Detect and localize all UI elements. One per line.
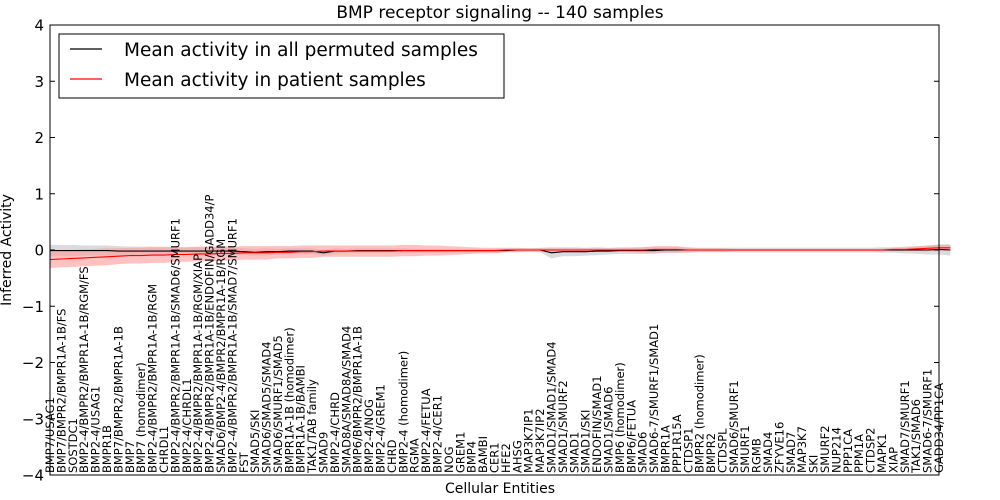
legend-label-patient: Mean activity in patient samples bbox=[124, 70, 426, 91]
x-tick-label: BMP2-4/CER1 bbox=[431, 395, 445, 473]
y-tick-label: 4 bbox=[34, 17, 44, 35]
x-tick-label: SMAD6-7/SMURF1 bbox=[921, 369, 935, 473]
x-tick-label: MAP3K7IP1 bbox=[522, 408, 536, 473]
y-tick-label: −1 bbox=[22, 298, 44, 316]
x-tick-label: BMP2-4 (homodimer) bbox=[396, 351, 410, 473]
x-tick-label: SMAD6/SMURF1 bbox=[727, 380, 741, 473]
x-tick-label: BMP2-4/GREM1 bbox=[374, 384, 388, 473]
x-axis-label: Cellular Entities bbox=[445, 481, 555, 497]
x-tick-label: BMP6/FETUA bbox=[624, 400, 638, 473]
x-tick-label: SMAD5/SKI bbox=[248, 410, 262, 473]
x-tick-label: BMP2-4/NOG bbox=[362, 399, 376, 473]
x-tick-label: CHRDL1 bbox=[157, 426, 171, 473]
x-tick-label: SMAD6/BMP2-4/BMPR2/BMPR1A-1B/RGM bbox=[214, 239, 228, 473]
x-tick-label: PPP1CA bbox=[841, 429, 855, 473]
x-tick-label: AHSG bbox=[510, 440, 524, 473]
x-tick-label: SMAD1/SKI bbox=[579, 410, 593, 473]
x-tick-label: BMPR1B bbox=[100, 425, 114, 473]
x-tick-label: HFE2 bbox=[499, 443, 513, 473]
legend-box bbox=[58, 33, 505, 99]
y-tick-label: −2 bbox=[22, 354, 44, 372]
x-tick-label: BMP2-4/FETUA bbox=[419, 388, 433, 473]
legend: Mean activity in all permuted samples Me… bbox=[58, 33, 505, 99]
x-tick-label: SMAD7 bbox=[784, 432, 798, 473]
x-tick-label: CTDSP1 bbox=[681, 428, 695, 473]
x-tick-label: PPM1A bbox=[852, 434, 866, 473]
x-tick-label: BMP6/BMPR2/BMPR1A-1B bbox=[351, 326, 365, 473]
x-tick-label: SMAD1/SMURF2 bbox=[556, 380, 570, 473]
x-tick-label: BMP2-4/CHRDL1 bbox=[180, 378, 194, 473]
x-tick-label: BMP6 (homodimer) bbox=[613, 362, 627, 473]
x-tick-label: CTDSPL bbox=[715, 428, 729, 473]
x-tick-label: BMPR1A-1B (homodimer) bbox=[282, 327, 296, 473]
x-tick-label: BMPR2 (homodimer) bbox=[693, 354, 707, 473]
x-tick-label: BMP2-4/USAG1 bbox=[89, 386, 103, 473]
x-tick-label: SMAD9 bbox=[317, 432, 331, 473]
x-tick-label: BMP2-4/BMPR2/BMPR1A-1B/RGM/XIAP bbox=[191, 254, 205, 473]
y-tick-label: 0 bbox=[34, 242, 44, 260]
x-tick-label: SMAD1 bbox=[567, 432, 581, 473]
x-tick-label: BMPR1A bbox=[659, 425, 673, 473]
series-line-1 bbox=[49, 247, 951, 261]
legend-label-permuted: Mean activity in all permuted samples bbox=[124, 40, 478, 61]
x-tick-label: PPP1R15A bbox=[670, 414, 684, 473]
x-tick-label: GADD34/PP1CA bbox=[932, 383, 946, 473]
x-tick-label: RGMB bbox=[750, 438, 764, 473]
x-tick-label: BMP2-4/BMPR2/BMPR1A-1B/ENDOFIN/GADD34/P bbox=[203, 195, 217, 473]
y-tick-label: 2 bbox=[34, 129, 44, 147]
x-tick-label: BAMBI bbox=[476, 436, 490, 473]
x-tick-label: CER1 bbox=[488, 442, 502, 473]
x-tick-label: BMP7/USAG1 bbox=[43, 397, 57, 473]
x-tick-label: SMAD7/SMURF1 bbox=[898, 380, 912, 473]
y-axis-label: Inferred Activity bbox=[0, 194, 15, 306]
x-tick-label: BMPR2 bbox=[704, 433, 718, 473]
x-tick-label: BMP7 (homodimer) bbox=[134, 362, 148, 473]
x-tick-label: BMP2-4/CHRD bbox=[328, 392, 342, 473]
x-tick-label: CHRD bbox=[385, 439, 399, 473]
x-tick-label: NUP214 bbox=[829, 427, 843, 473]
x-tick-label: SMAD6/SMURF1/SMAD5 bbox=[271, 335, 285, 473]
x-tick-label: BMP4 bbox=[465, 441, 479, 473]
x-tick-label: SMURF1 bbox=[738, 425, 752, 473]
x-tick-label: SMURF2 bbox=[818, 425, 832, 473]
x-tick-label: XIAP bbox=[886, 447, 900, 473]
x-tick-label: BMPR1A-1B/BAMBI bbox=[294, 365, 308, 473]
y-tick-label: −3 bbox=[22, 410, 44, 428]
x-tick-label: BMP7 bbox=[123, 441, 137, 473]
x-tick-label: SMAD6/SMAD5/SMAD4 bbox=[260, 341, 274, 473]
x-tick-label: FST bbox=[237, 451, 251, 473]
x-tick-label: TAK1/TAB family bbox=[305, 379, 319, 474]
x-tick-label: SMAD6 bbox=[636, 432, 650, 473]
x-tick-label: MAP3K7IP2 bbox=[533, 408, 547, 473]
x-tick-label: ZFYVE16 bbox=[772, 422, 786, 473]
x-tick-label: ENDOFIN/SMAD1 bbox=[590, 375, 604, 473]
x-tick-label: BMP2-4/BMPR2/BMPR1A-1B/RGM bbox=[146, 284, 160, 473]
x-tick-label: SKI bbox=[807, 455, 821, 473]
x-tick-label: CTDSP2 bbox=[864, 428, 878, 473]
y-tick-label: 1 bbox=[34, 185, 44, 203]
x-tick-label: MAPK1 bbox=[875, 433, 889, 473]
x-tick-label: BMP7/BMPR2/BMPR1A-1B/FS bbox=[54, 309, 68, 473]
x-tick-label: SMAD8A/SMAD8A/SMAD4 bbox=[339, 326, 353, 473]
x-tick-label: BMP2-4/BMPR2/BMPR1A-1B/SMAD6/SMURF1 bbox=[168, 218, 182, 473]
y-tick-label: −4 bbox=[22, 467, 44, 485]
x-tick-label: SMAD4 bbox=[761, 432, 775, 473]
x-tick-label: SMAD6-7/SMURF1/SMAD1 bbox=[647, 324, 661, 473]
x-tick-label: SOSTDC1 bbox=[66, 418, 80, 473]
confidence-band-1 bbox=[50, 244, 951, 268]
x-tick-label: MAP3K7 bbox=[795, 426, 809, 473]
y-tick-label: 3 bbox=[34, 73, 44, 91]
x-tick-label: TAK1/SMAD6 bbox=[909, 399, 923, 474]
x-tick-label: SMAD1/SMAD1/SMAD4 bbox=[545, 341, 559, 473]
x-tick-label: GREM1 bbox=[453, 432, 467, 473]
x-tick-label: NOG bbox=[442, 446, 456, 473]
chart-title: BMP receptor signaling -- 140 samples bbox=[336, 3, 663, 23]
x-tick-label: SMAD1/SMAD6 bbox=[602, 387, 616, 473]
x-tick-label: BMP2-4/BMPR2/BMPR1A-1B/SMAD7/SMURF1 bbox=[225, 218, 239, 473]
x-tick-label: BMP2-4/BMPR2/BMPR1A-1B/RGM/FS bbox=[77, 266, 91, 473]
x-tick-label: BMP7/BMPR2/BMPR1A-1B bbox=[111, 326, 125, 473]
x-tick-label: RGMA bbox=[408, 438, 422, 473]
